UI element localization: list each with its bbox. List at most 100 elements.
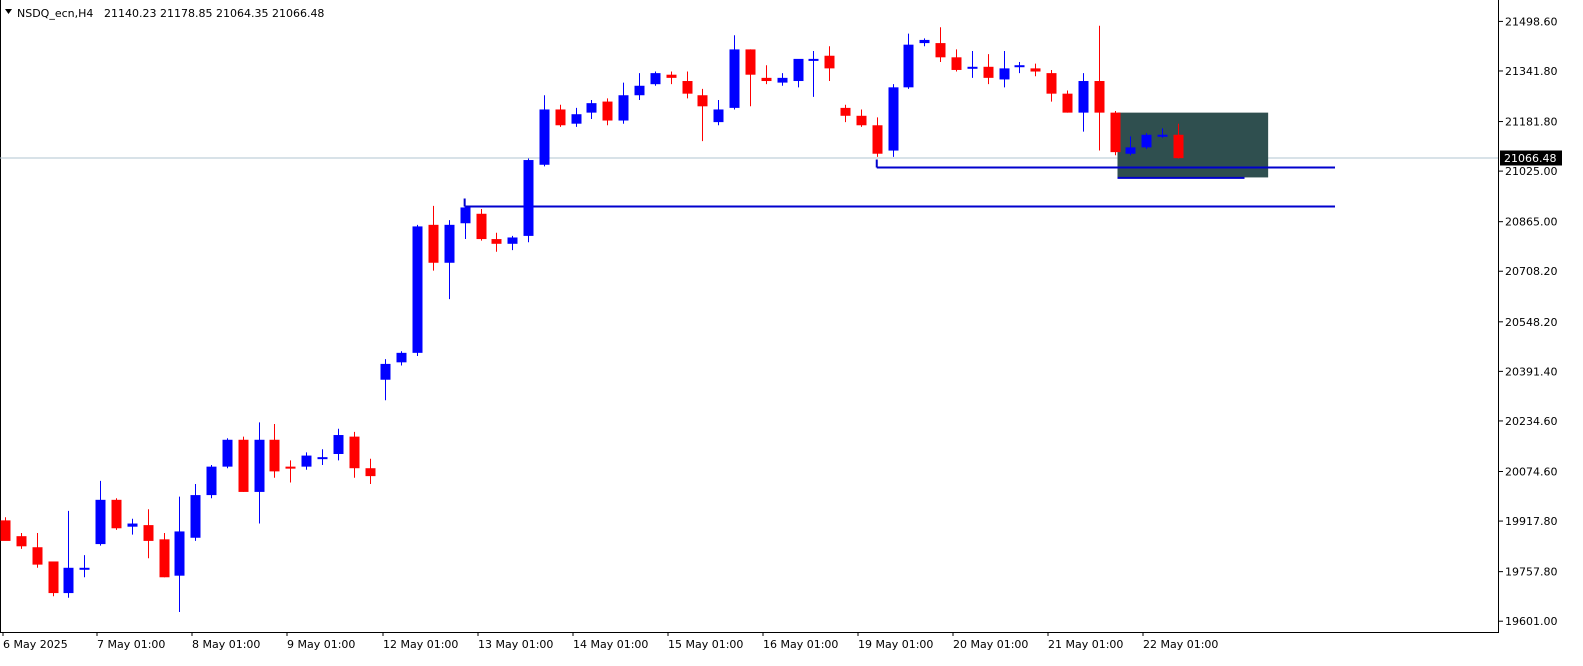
time-label: 7 May 01:00 <box>97 638 165 651</box>
candle-body <box>1173 134 1184 159</box>
candle-body <box>285 466 296 469</box>
candle <box>634 73 645 100</box>
candle-body <box>571 114 582 124</box>
time-label: 21 May 01:00 <box>1048 638 1123 651</box>
candle-body <box>682 81 693 94</box>
candle-body <box>967 66 978 69</box>
candle-body <box>1046 73 1057 94</box>
candle-body <box>618 95 629 121</box>
price-label: 20708.20 <box>1505 265 1558 278</box>
candle <box>571 107 582 127</box>
candle-body <box>396 352 407 363</box>
candle <box>1125 136 1136 156</box>
candle-body <box>777 77 788 83</box>
candle-body <box>919 39 930 44</box>
current-price-tag: 21066.48 <box>1500 150 1562 166</box>
candle <box>824 46 835 82</box>
candle <box>682 71 693 99</box>
price-label: 21498.60 <box>1505 15 1558 28</box>
candle-body <box>1157 134 1168 137</box>
candle <box>983 54 994 85</box>
candle-body <box>586 103 597 113</box>
candle-body <box>111 499 122 529</box>
candle-body <box>697 95 708 107</box>
candle-body <box>1125 147 1136 154</box>
candle-body <box>935 43 946 58</box>
candle <box>16 533 27 549</box>
candle <box>1062 90 1073 113</box>
candle <box>808 50 819 97</box>
price-label: 21341.80 <box>1505 65 1558 78</box>
candle-body <box>507 237 518 244</box>
candle-body <box>602 101 613 121</box>
candle <box>32 533 43 568</box>
candle <box>159 533 170 578</box>
candle-body <box>32 547 43 565</box>
candle <box>919 38 930 47</box>
candle-body <box>349 436 360 469</box>
candle-body <box>412 226 423 353</box>
candle-body <box>222 439 233 467</box>
candle <box>777 73 788 86</box>
current-price-label-bg <box>1500 150 1562 166</box>
candle <box>523 158 534 243</box>
triangle-down-icon[interactable] <box>5 9 12 14</box>
candle <box>269 423 280 478</box>
candle <box>333 428 344 461</box>
candle <box>1094 25 1105 151</box>
candle <box>222 438 233 469</box>
candle-body <box>666 74 677 78</box>
candle-body <box>856 115 867 126</box>
candle-body <box>476 213 487 240</box>
candle <box>618 82 629 124</box>
candle <box>63 510 74 598</box>
candle-body <box>888 87 899 151</box>
candle-body <box>238 439 249 492</box>
candle <box>729 35 740 110</box>
time-label: 22 May 01:00 <box>1143 638 1218 651</box>
candle <box>1173 123 1184 159</box>
candle <box>555 104 566 127</box>
candle <box>586 99 597 119</box>
candle <box>793 58 804 88</box>
candle-body <box>729 49 740 108</box>
price-label: 21025.00 <box>1505 165 1558 178</box>
price-label: 20391.40 <box>1505 365 1558 378</box>
candle <box>317 449 328 466</box>
candle-body <box>254 439 265 492</box>
price-label: 19601.00 <box>1505 615 1558 628</box>
candle-body <box>63 567 74 594</box>
candle <box>856 109 867 127</box>
candle <box>1046 69 1057 102</box>
candle-body <box>460 207 471 224</box>
time-label: 19 May 01:00 <box>858 638 933 651</box>
candle-body <box>983 66 994 78</box>
candle <box>428 205 439 271</box>
price-label: 19917.80 <box>1505 515 1558 528</box>
candle <box>349 431 360 478</box>
candle <box>127 518 138 535</box>
time-label: 16 May 01:00 <box>763 638 838 651</box>
candle <box>697 88 708 142</box>
candle <box>1110 111 1121 156</box>
candle <box>840 104 851 123</box>
candle <box>1030 63 1041 77</box>
candle-body <box>761 77 772 82</box>
candle <box>143 509 154 559</box>
candle-body <box>444 224 455 263</box>
chart-header: NSDQ_ecn,H4 21140.23 21178.85 21064.35 2… <box>5 7 324 20</box>
candle-body <box>808 58 819 61</box>
candle <box>967 50 978 78</box>
candle-body <box>127 523 138 527</box>
candle <box>48 561 59 597</box>
candle-body <box>95 499 106 545</box>
ohlc-label: 21140.23 21178.85 21064.35 21066.48 <box>104 7 324 20</box>
candle-body <box>269 439 280 472</box>
current-price-label: 21066.48 <box>1504 152 1557 165</box>
candle <box>872 117 883 157</box>
candle <box>111 498 122 530</box>
symbol-label: NSDQ_ecn,H4 <box>17 7 93 20</box>
price-label: 19757.80 <box>1505 566 1558 579</box>
